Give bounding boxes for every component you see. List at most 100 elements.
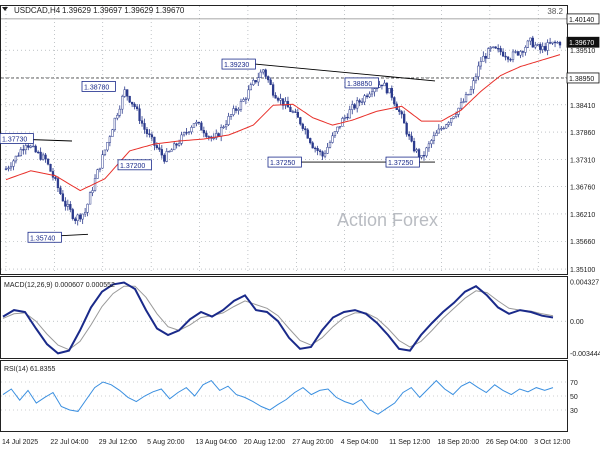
candle-body: [177, 143, 181, 146]
candle-body: [106, 142, 109, 151]
price-annotation-label: 1.35740: [30, 235, 55, 242]
candle-body: [17, 155, 20, 157]
rsi-panel-frame: [0, 360, 568, 432]
candle-body: [294, 111, 297, 113]
candle-body: [244, 98, 248, 100]
candle-body: [7, 167, 10, 170]
candle-body: [348, 109, 351, 119]
candle-body: [98, 167, 102, 170]
time-tick-label: 27 Aug 20:00: [292, 439, 333, 446]
candle-body: [276, 97, 280, 101]
price-tick-label: 1.36760: [570, 185, 595, 192]
candles: [4, 35, 562, 226]
macd-panel-frame: [0, 276, 568, 359]
candle-body: [160, 149, 163, 156]
rsi-title: RSI(14) 61.8355: [4, 366, 55, 373]
candle-body: [148, 133, 151, 135]
last-price-label-box: [566, 36, 600, 48]
candle-body: [351, 104, 354, 110]
candle-body: [101, 154, 104, 169]
candle-body: [492, 46, 495, 48]
time-tick-label: 14 Jul 2025: [2, 439, 38, 446]
candle-body: [412, 140, 416, 152]
time-tick-label: 18 Sep 20:00: [437, 439, 479, 446]
candle-body: [195, 121, 198, 124]
candle-body: [27, 145, 30, 148]
price-tick-label: 1.37310: [570, 157, 595, 164]
candle-body: [197, 121, 201, 124]
candle-body: [464, 94, 468, 102]
collapse-triangle-icon[interactable]: [2, 7, 8, 11]
candle-body: [534, 44, 537, 48]
candle-body: [212, 137, 215, 139]
candle-body: [217, 133, 220, 137]
rsi-axis: 70 50 30: [570, 380, 578, 415]
candle-body: [180, 134, 183, 144]
candle-body: [44, 154, 47, 160]
candle-body: [14, 155, 18, 162]
candle-body: [264, 69, 267, 77]
candle-body: [19, 149, 22, 157]
candle-body: [338, 126, 342, 128]
price-annotation-box: [385, 156, 420, 168]
candle-body: [224, 124, 228, 128]
candle-body: [546, 42, 549, 51]
candle-body: [499, 48, 502, 53]
candle-body: [378, 84, 381, 88]
price-annotation-label: 1.37250: [270, 160, 295, 167]
candle-body: [71, 209, 74, 219]
candle-body: [306, 129, 309, 139]
fib-levels: [1, 18, 567, 79]
candle-body: [173, 143, 176, 151]
time-tick-label: 11 Sep 12:00: [389, 439, 430, 446]
price-tick-label: 1.35100: [570, 267, 595, 274]
candle-body: [556, 42, 559, 44]
candle-body: [168, 151, 171, 153]
candle-body: [86, 203, 89, 213]
candle-body: [521, 51, 525, 53]
rsi-tick-label: 50: [570, 394, 578, 401]
candle-body: [484, 55, 487, 59]
candle-body: [558, 42, 562, 46]
candle-body: [239, 101, 243, 110]
candle-body: [274, 95, 277, 99]
candle-body: [462, 101, 465, 103]
price-annotation-box: [81, 81, 116, 92]
macd-title: MACD(12,26,9) 0.000607 0.000552: [4, 282, 115, 289]
candle-body: [29, 145, 32, 148]
candle-body: [291, 111, 295, 113]
candle-body: [215, 133, 218, 139]
candle-body: [368, 93, 371, 98]
descending-resistance-trendline: [254, 63, 436, 82]
candle-body: [469, 89, 473, 95]
candle-body: [175, 143, 178, 146]
candle-body: [383, 82, 386, 87]
candle-body: [422, 155, 426, 157]
candle-body: [54, 177, 57, 179]
candle-body: [474, 76, 478, 81]
price-annotations: 1.37730 1.35740 1.38780 1.37200 1.39230 1.372…: [0, 58, 420, 243]
candle-body: [39, 151, 42, 160]
candle-body: [64, 200, 67, 207]
candle-body: [267, 76, 270, 81]
level-axis-label: 1.38950: [569, 76, 594, 83]
candle-body: [447, 122, 450, 125]
candle-body: [363, 95, 366, 103]
candle-body: [432, 135, 436, 141]
time-tick-label: 13 Aug 04:00: [196, 439, 237, 446]
candle-body: [205, 132, 208, 137]
candle-body: [388, 88, 391, 94]
candle-body: [41, 154, 45, 160]
candle-body: [420, 155, 423, 158]
candle-body: [165, 151, 168, 162]
candle-body: [472, 80, 475, 90]
candle-body: [509, 59, 512, 61]
price-annotation-box: [117, 159, 152, 171]
candle-body: [311, 142, 314, 149]
candle-body: [24, 145, 27, 151]
candle-body: [192, 123, 196, 128]
candle-body: [440, 128, 443, 130]
price-tick-label: 1.39510: [570, 48, 595, 55]
candle-body: [9, 166, 13, 169]
price-tick-label: 1.35660: [570, 239, 595, 246]
